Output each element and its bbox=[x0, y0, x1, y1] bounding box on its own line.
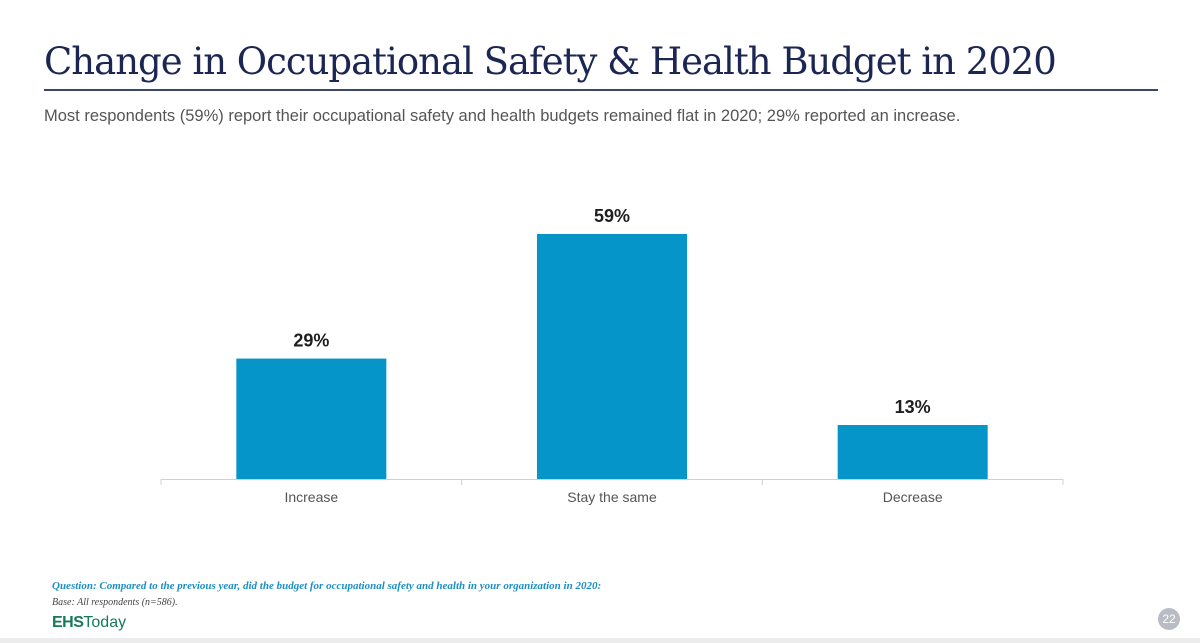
bar bbox=[537, 234, 687, 479]
page-number: 22 bbox=[1158, 608, 1180, 630]
ehs-today-logo: EHSToday bbox=[52, 614, 126, 632]
x-tick-label: Increase bbox=[284, 489, 338, 505]
bottom-bar bbox=[0, 638, 1200, 643]
logo-light: Today bbox=[83, 614, 127, 631]
page-subtitle: Most respondents (59%) report their occu… bbox=[44, 107, 961, 125]
survey-base: Base: All respondents (n=586). bbox=[52, 597, 178, 608]
x-tick-label: Stay the same bbox=[567, 489, 657, 505]
data-label: 29% bbox=[293, 331, 329, 351]
bar bbox=[837, 425, 988, 479]
page-title: Change in Occupational Safety & Health B… bbox=[44, 40, 1057, 83]
data-label: 13% bbox=[895, 397, 931, 417]
survey-question: Question: Compared to the previous year,… bbox=[52, 580, 602, 592]
data-label: 59% bbox=[594, 206, 630, 226]
title-divider bbox=[44, 89, 1158, 91]
logo-bold: EHS bbox=[52, 614, 84, 631]
x-tick-label: Decrease bbox=[883, 489, 943, 505]
bar bbox=[236, 358, 387, 479]
